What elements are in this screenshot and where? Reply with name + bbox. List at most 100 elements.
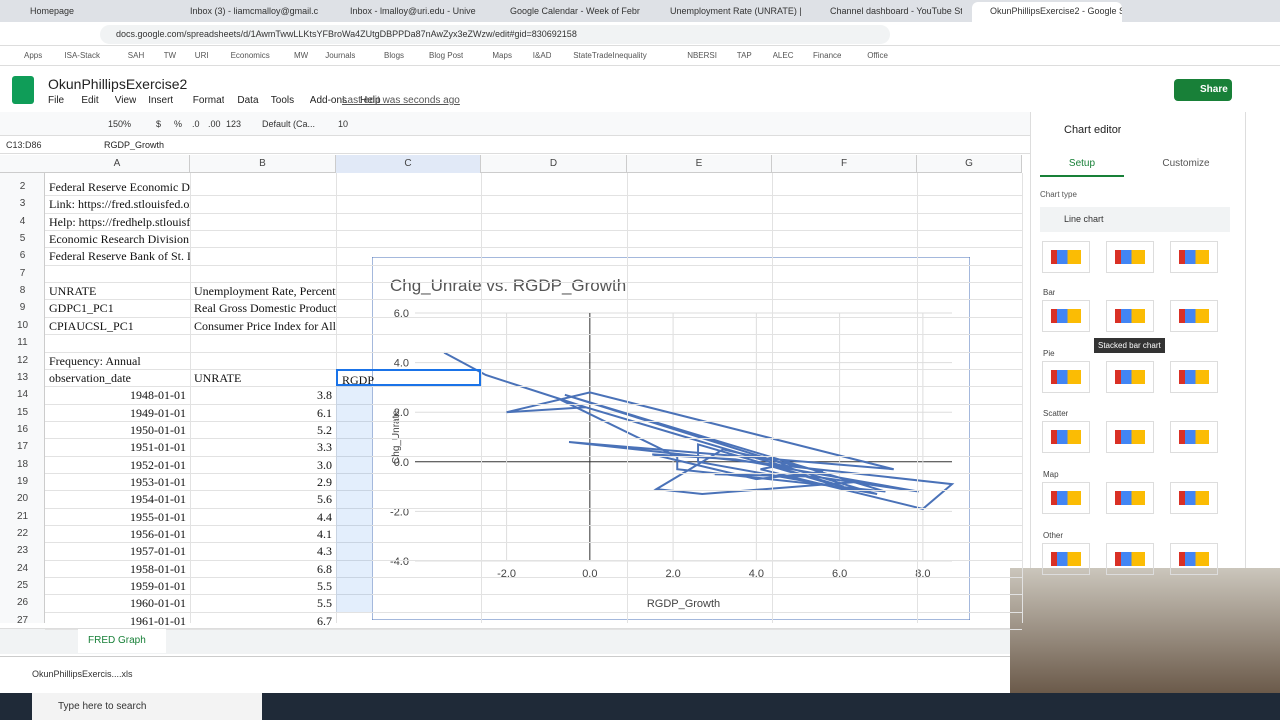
omnibox[interactable] xyxy=(100,25,890,44)
bookmark[interactable]: Office xyxy=(867,51,888,60)
browser-tab[interactable]: Google Calendar - Week of Febr xyxy=(510,6,640,16)
row-number[interactable]: 19 xyxy=(16,475,29,487)
row-number[interactable]: 3 xyxy=(19,198,26,210)
chart-type-option[interactable] xyxy=(1042,482,1090,514)
bookmark[interactable]: MW xyxy=(294,51,309,60)
column-header[interactable]: G xyxy=(917,155,1022,173)
row-number[interactable]: 10 xyxy=(16,319,29,331)
cell[interactable]: 1959-01-01 xyxy=(130,579,186,594)
cell[interactable]: 1949-01-01 xyxy=(130,405,186,420)
row-number[interactable]: 27 xyxy=(16,614,29,626)
cell[interactable]: 5.5 xyxy=(317,579,332,594)
cell[interactable]: 1950-01-01 xyxy=(130,422,186,437)
taskbar-search[interactable]: Type here to search xyxy=(58,701,147,712)
chart-type-option[interactable] xyxy=(1042,361,1090,393)
last-edit[interactable]: Last edit was seconds ago xyxy=(342,95,460,106)
chart-type-option[interactable] xyxy=(1170,421,1218,453)
row-number[interactable]: 20 xyxy=(16,493,29,505)
chart-type-option[interactable] xyxy=(1042,300,1090,332)
row-number[interactable]: 14 xyxy=(16,389,29,401)
row-number[interactable]: 9 xyxy=(19,302,26,314)
row-number[interactable]: 2 xyxy=(19,181,26,192)
menu-item[interactable]: Insert xyxy=(148,95,174,106)
cell[interactable]: 1952-01-01 xyxy=(130,457,186,472)
cell[interactable]: 4.4 xyxy=(317,509,332,524)
bookmark[interactable]: Apps xyxy=(24,51,43,60)
row-number[interactable]: 11 xyxy=(17,337,28,349)
cell[interactable]: Federal Reserve Bank of St. Louis xyxy=(49,249,190,264)
toolbar-item[interactable]: Default (Ca... xyxy=(262,119,316,129)
column-header[interactable]: D xyxy=(481,155,627,173)
bookmark[interactable]: Finance xyxy=(813,51,842,60)
row-number[interactable]: 24 xyxy=(16,562,29,574)
cell[interactable]: Consumer Price Index for All Urb xyxy=(194,318,336,333)
row-number[interactable]: 6 xyxy=(19,250,26,262)
row-number[interactable]: 17 xyxy=(16,441,29,453)
cell[interactable]: Link: https://fred.stlouisfed.org xyxy=(49,197,190,212)
row-number[interactable]: 18 xyxy=(16,458,29,470)
chart-type-option[interactable] xyxy=(1106,361,1154,393)
share-button[interactable]: Share xyxy=(1174,79,1232,101)
cell[interactable]: 1951-01-01 xyxy=(130,440,186,455)
doc-title[interactable]: OkunPhillipsExercise2 xyxy=(48,76,188,92)
cell[interactable]: Frequency: Annual xyxy=(49,353,141,368)
menu-item[interactable]: Format xyxy=(192,95,225,106)
chart-type-option[interactable] xyxy=(1106,543,1154,575)
menu-item[interactable]: Edit xyxy=(81,95,99,106)
bookmark[interactable]: Blog Post xyxy=(429,51,464,60)
chart-type-option[interactable] xyxy=(1170,482,1218,514)
toolbar-item[interactable]: 10 xyxy=(338,119,349,129)
row-number[interactable]: 7 xyxy=(19,267,26,279)
menu-item[interactable]: Help xyxy=(360,95,381,106)
bookmark[interactable]: ISA-Stack xyxy=(64,51,100,60)
menu-item[interactable]: View xyxy=(114,95,137,106)
bookmark[interactable]: ALEC xyxy=(772,51,794,60)
cell[interactable]: 1957-01-01 xyxy=(130,544,186,559)
cell[interactable]: 3.8 xyxy=(317,388,332,403)
toolbar-item[interactable]: .00 xyxy=(208,119,221,129)
row-number[interactable]: 4 xyxy=(19,215,26,227)
cell[interactable]: 2.9 xyxy=(317,474,332,489)
toolbar-item[interactable]: % xyxy=(174,119,183,129)
cell[interactable]: 1954-01-01 xyxy=(130,492,186,507)
browser-tab[interactable]: OkunPhillipsExercise2 - Google S xyxy=(972,2,1122,22)
cell[interactable]: Federal Reserve Economic Data xyxy=(49,180,190,194)
bookmark[interactable]: Blogs xyxy=(384,51,405,60)
bookmark[interactable]: Journals xyxy=(325,51,356,60)
chart-type-option[interactable] xyxy=(1170,241,1218,273)
editor-tab[interactable]: Customize xyxy=(1162,158,1210,169)
row-number[interactable]: 22 xyxy=(16,528,29,539)
column-header[interactable]: F xyxy=(772,155,917,173)
chart-type-option[interactable] xyxy=(1106,421,1154,453)
toolbar-item[interactable]: 123 xyxy=(226,119,242,129)
bookmark[interactable]: URI xyxy=(194,51,209,60)
column-header[interactable]: B xyxy=(190,155,336,173)
browser-tab[interactable]: Inbox (3) - liamcmalloy@gmail.c xyxy=(190,6,319,16)
cell[interactable]: Help: https://fredhelp.stlouisfed.org xyxy=(49,214,190,229)
name-box[interactable]: C13:D86 xyxy=(6,140,42,150)
column-header[interactable]: C xyxy=(336,155,481,173)
cell[interactable]: Real Gross Domestic Product, Pe xyxy=(194,301,336,316)
column-header[interactable]: A xyxy=(45,155,190,173)
url[interactable]: docs.google.com/spreadsheets/d/1AwmTwwLL… xyxy=(116,29,577,39)
cell[interactable]: 6.7 xyxy=(317,613,332,628)
cell[interactable]: 1958-01-01 xyxy=(130,561,186,576)
sheets-logo[interactable] xyxy=(12,76,34,104)
row-number[interactable]: 15 xyxy=(16,406,29,418)
cell[interactable]: 3.3 xyxy=(317,440,332,455)
bookmark[interactable]: I&AD xyxy=(532,51,552,60)
bookmark[interactable]: TW xyxy=(163,51,177,60)
chart-type-option[interactable] xyxy=(1042,543,1090,575)
column-header[interactable]: E xyxy=(627,155,772,173)
cell[interactable]: UNRATE xyxy=(49,284,97,299)
chart-type-select[interactable]: Line chart xyxy=(1040,207,1230,232)
menu-item[interactable]: Add-ons xyxy=(309,95,348,106)
chart-type-option[interactable] xyxy=(1042,421,1090,453)
cell[interactable]: 4.1 xyxy=(317,527,332,541)
search-box[interactable] xyxy=(32,693,262,720)
toolbar-item[interactable]: 150% xyxy=(108,119,132,129)
chart-type-option[interactable] xyxy=(1106,241,1154,273)
cell[interactable]: Unemployment Rate, Percent, An xyxy=(194,284,336,299)
cell[interactable]: observation_date xyxy=(49,370,131,385)
browser-tab[interactable]: Unemployment Rate (UNRATE) | xyxy=(670,6,802,16)
